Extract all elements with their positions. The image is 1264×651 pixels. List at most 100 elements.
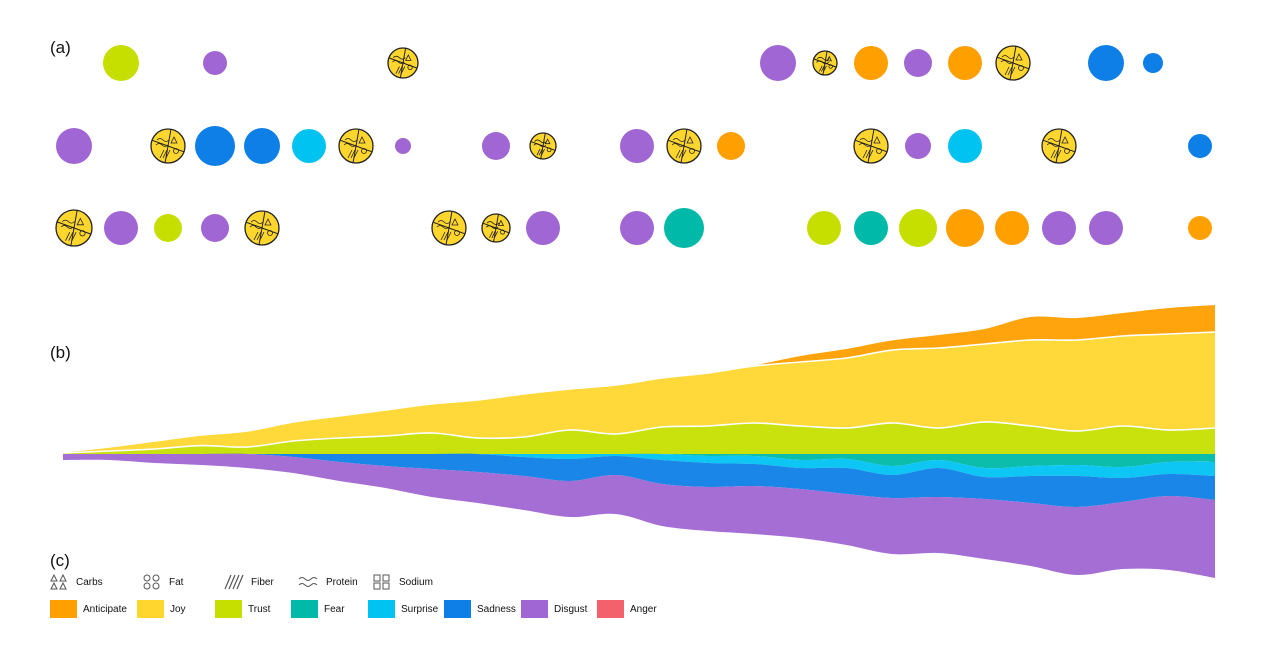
legend-swatch-fear	[291, 600, 318, 618]
emotion-dot-anticipate	[1188, 216, 1212, 240]
meal-pie-glyph	[853, 128, 889, 164]
panel-label-a: (a)	[50, 38, 71, 57]
meal-pie-glyph	[387, 47, 419, 79]
emotion-dot-sadness	[195, 126, 235, 166]
stream-band-fear	[63, 453, 1215, 469]
emotion-dot-fear	[664, 208, 704, 248]
legend-swatch-joy	[137, 600, 164, 618]
emotion-dot-disgust	[905, 133, 931, 159]
carbs-icon	[50, 574, 67, 590]
legend-item-protein: Protein	[298, 574, 358, 590]
emotion-dot-disgust	[482, 132, 510, 160]
legend-label-joy: Joy	[170, 603, 186, 615]
emotion-dot-surprise	[948, 129, 982, 163]
legend-label-protein: Protein	[326, 576, 358, 588]
meal-pie-glyph	[338, 128, 374, 164]
emotion-dot-disgust	[1089, 211, 1123, 245]
emotion-dot-trust	[807, 211, 841, 245]
legend-item-joy: Joy	[137, 600, 186, 618]
emotion-dot-sadness	[244, 128, 280, 164]
emotion-dot-disgust	[904, 49, 932, 77]
meal-pie-glyph	[431, 210, 467, 246]
emotion-dot-disgust	[620, 129, 654, 163]
emotion-dot-disgust	[104, 211, 138, 245]
meal-pie-glyph	[1041, 128, 1077, 164]
emotion-dot-surprise	[292, 129, 326, 163]
legend-label-carbs: Carbs	[76, 576, 103, 588]
meal-pie-glyph	[995, 45, 1031, 81]
emotion-dot-trust	[154, 214, 182, 242]
legend-swatch-surprise	[368, 600, 395, 618]
legend-label-sadness: Sadness	[477, 603, 516, 615]
legend-item-anger: Anger	[597, 600, 657, 618]
emotion-dot-disgust	[203, 51, 227, 75]
emotion-dot-disgust	[760, 45, 796, 81]
emotion-dot-trust	[103, 45, 139, 81]
legend-label-anger: Anger	[630, 603, 657, 615]
stream-band-sadness	[63, 453, 1215, 508]
stream-separator-joy	[62, 331, 1216, 453]
legend-item-fat: Fat	[143, 574, 183, 590]
legend-swatch-sadness	[444, 600, 471, 618]
emotion-timeline	[55, 45, 1212, 248]
legend-swatch-anticipate	[50, 600, 77, 618]
legend-item-disgust: Disgust	[521, 600, 587, 618]
emotion-dot-sadness	[1188, 134, 1212, 158]
legend-swatch-disgust	[521, 600, 548, 618]
emotion-dot-sadness	[1143, 53, 1163, 73]
emotion-dot-disgust	[1042, 211, 1076, 245]
stream-band-anticipate	[63, 305, 1215, 452]
legend-swatch-trust	[215, 600, 242, 618]
legend-item-anticipate: Anticipate	[50, 600, 127, 618]
legend-label-fat: Fat	[169, 576, 184, 588]
panel-label-b: (b)	[50, 343, 71, 362]
stream-band-surprise	[63, 453, 1215, 479]
legend-label-anticipate: Anticipate	[83, 603, 127, 615]
emotion-dot-disgust	[201, 214, 229, 242]
stream-separator-trust	[62, 421, 1216, 454]
emotion-dot-trust	[899, 209, 937, 247]
meal-pie-glyph	[150, 128, 186, 164]
emotion-dot-anticipate	[717, 132, 745, 160]
meal-pie-glyph	[481, 213, 511, 243]
legend-item-sodium: Sodium	[373, 574, 433, 590]
fiber-icon	[224, 574, 244, 590]
panel-label-c: (c)	[50, 551, 70, 570]
legend-label-trust: Trust	[248, 603, 271, 615]
legend-label-surprise: Surprise	[401, 603, 439, 615]
legend-label-fiber: Fiber	[251, 576, 274, 588]
legend-item-fiber: Fiber	[223, 574, 274, 590]
stream-band-disgust	[63, 453, 1215, 578]
meal-pie-glyph	[812, 50, 838, 76]
legend-label-disgust: Disgust	[554, 603, 588, 615]
stream-band-joy	[63, 332, 1215, 453]
protein-icon	[298, 577, 318, 587]
emotion-dot-disgust	[56, 128, 92, 164]
emotion-dot-disgust	[526, 211, 560, 245]
legend-item-fear: Fear	[291, 600, 345, 618]
legend-swatch-anger	[597, 600, 624, 618]
meal-pie-glyph	[666, 128, 702, 164]
fat-icon	[143, 574, 160, 590]
legend-label-sodium: Sodium	[399, 576, 433, 588]
meal-pie-glyph	[244, 210, 280, 246]
legend-item-trust: Trust	[215, 600, 270, 618]
emotion-dot-anticipate	[854, 46, 888, 80]
emotion-dot-fear	[854, 211, 888, 245]
meal-pie-glyph	[55, 209, 93, 247]
emotion-dot-anticipate	[948, 46, 982, 80]
meal-pie-glyph	[529, 132, 557, 160]
legend-item-sadness: Sadness	[444, 600, 516, 618]
sodium-icon	[373, 574, 390, 590]
emotion-dot-anticipate	[946, 209, 984, 247]
emotion-dot-sadness	[1088, 45, 1124, 81]
streamgraph	[62, 305, 1216, 578]
emotion-dot-disgust	[620, 211, 654, 245]
legend-item-carbs: Carbs	[50, 574, 103, 590]
stream-band-trust	[63, 421, 1215, 454]
legend-label-fear: Fear	[324, 603, 345, 615]
legend-item-surprise: Surprise	[368, 600, 438, 618]
emotion-dot-disgust	[395, 138, 411, 154]
emotion-dot-anticipate	[995, 211, 1029, 245]
